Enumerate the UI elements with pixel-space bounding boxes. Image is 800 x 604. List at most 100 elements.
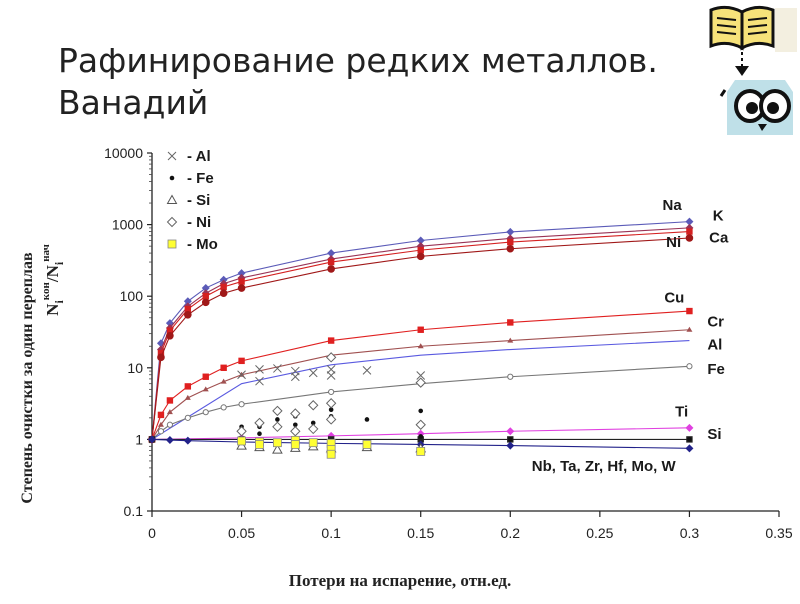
owl-icon [719,80,793,135]
open-book-icon [707,2,797,52]
series-point-cu [157,411,165,419]
scatter-point-fe [293,422,298,428]
y-tick-label: 0.1 [124,503,144,519]
scatter-point-ni [415,377,426,388]
series-point-fe [328,388,335,396]
formula-n1: N [43,303,62,316]
scatter-point-mo [308,438,318,448]
series-point-cr [220,378,227,384]
y-tick-label: 10 [127,360,143,376]
series-point-ni [157,353,165,362]
series-point-cu [202,373,209,380]
formula-sup1: кон [40,281,52,300]
formula-sup2: нач [40,244,52,262]
x-tick-label: 0 [148,525,156,541]
series-point-cr [507,337,514,343]
y-tick-label: 1000 [112,217,143,233]
scatter-point-al [326,365,336,374]
series-point-ca [686,228,693,235]
scatter-point-mo [255,440,264,449]
series-point-fe [686,363,693,370]
series-point-cu [507,319,514,326]
series-point-ca [327,258,335,266]
scatter-point-fe [310,420,316,426]
x-tick-label: 0.05 [228,525,255,541]
series-label: Si [707,426,721,443]
scatter-point-al [416,371,426,380]
series-point-k [201,284,210,293]
series-point-k [327,249,336,258]
series-point-fe [166,421,174,428]
series-point-ni [237,284,246,292]
scatter-point-al [362,366,372,375]
series-point-fe [220,404,227,411]
scatter-point-ni [308,423,319,435]
series-line-al [151,340,690,440]
series-point-ca [417,246,424,254]
series-label: Cu [664,289,684,306]
series-label: Nb, Ta, Zr, Hf, Mo, W [532,458,677,475]
scatter-point-al [255,365,264,374]
y-tick-label: 1 [135,431,143,447]
scatter-point-al [237,370,246,380]
series-point-cu [220,364,227,371]
series-label: Na [663,197,683,214]
y-axis-label-text: Степень очистки за один переплав [19,252,36,504]
scatter-point-ni [272,421,283,432]
series-label: Al [707,337,722,354]
scatter-point-ni [325,398,337,409]
scatter-point-si [272,444,283,454]
series-point-fe [157,428,165,435]
scatter-point-al [308,368,318,378]
x-tick-label: 0.3 [680,525,700,541]
legend-label-mo: - Mo [187,236,218,253]
series-point-ni [219,289,228,298]
series-point-fe [184,414,191,421]
series-point-k [416,236,425,245]
legend-marker-si [166,194,178,204]
scatter-point-mo [237,436,246,446]
x-tick-label: 0.35 [765,525,792,541]
scatter-point-mo [290,440,300,449]
series-point-ni [416,252,425,261]
series-point-ni [184,310,192,319]
legend-marker-ni [166,216,178,228]
legend-label-al: - Al [187,148,211,165]
scatter-point-ni [290,426,301,437]
series-point-ca [507,238,514,246]
x-tick-label: 0.2 [501,525,521,541]
series-point-ca [184,305,192,313]
formula-sub1: i [52,300,64,304]
series-point-ni [685,234,694,242]
series-point-fe [507,373,514,380]
series-point-cr [202,386,209,392]
series-point-nb-ta-zr-hf-mo-w [183,436,192,445]
series-point-ca [238,278,245,285]
scatter-point-ni [254,417,265,429]
series-point-ca [220,283,227,291]
series-point-nb-ta-zr-hf-mo-w [685,444,694,453]
series-point-k [506,227,515,236]
legend-marker-fe [169,175,175,181]
series-point-fe [202,409,209,416]
series-label: K [713,207,724,224]
series-point-si [417,436,424,443]
series-point-nb-ta-zr-hf-mo-w [165,436,174,445]
series-point-ti [685,423,694,432]
book-and-owl-icon [707,2,797,135]
series-label: Fe [707,361,725,378]
scatter-point-fe [418,434,424,439]
series-point-ti [506,427,515,436]
series-point-cr [166,409,173,415]
scatter-point-ni [308,400,319,411]
series-point-ni [327,265,335,273]
scatter-point-mo [362,440,372,449]
series-label: Ni [666,234,681,251]
legend-marker-mo [167,239,177,249]
series-point-ni [166,331,174,340]
arrow-down-icon [735,52,749,76]
slide-title-line-1: Рафинирование редких металлов. [58,41,658,80]
series-point-cu [417,326,424,333]
series-label: Cr [707,313,724,330]
series-point-k [183,297,192,306]
